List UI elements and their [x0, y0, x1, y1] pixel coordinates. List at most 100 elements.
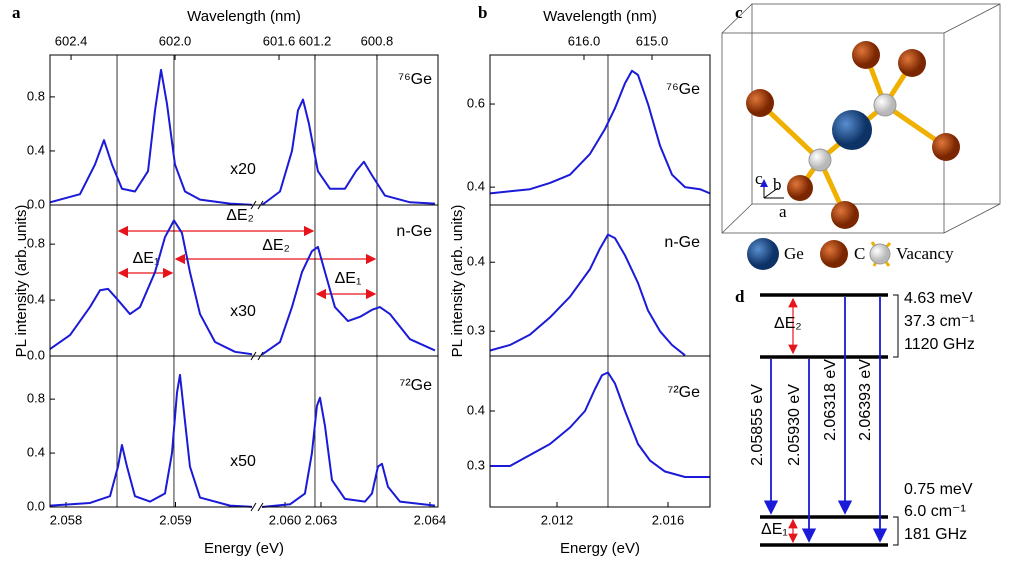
gap-value: 1120 GHz: [904, 336, 975, 353]
transition-label: 2.06393 eV: [857, 359, 874, 441]
gap-label: ΔE₂: [774, 315, 802, 332]
bracket: [893, 294, 899, 546]
label-bg: [225, 208, 255, 224]
x-axis-title: Energy (eV): [560, 540, 640, 557]
carbon-atom: [898, 49, 926, 77]
energy-arrows: [117, 225, 377, 300]
top-x-tick-label: 601.2: [299, 33, 332, 48]
vacancy: [873, 93, 897, 117]
plot-frame: [489, 204, 711, 357]
y-tick-label: 0.8: [27, 88, 45, 103]
legend-label: C: [854, 244, 865, 263]
carbon-atom: [852, 41, 880, 69]
legend-c: [820, 240, 848, 268]
spectrum-line: [261, 245, 436, 356]
annotation: ΔE₁: [335, 270, 362, 287]
vacancy: [808, 148, 832, 172]
y-axis-title: PL intensity (arb. units): [449, 205, 466, 358]
x-tick-label: 2.016: [652, 512, 685, 527]
y-tick-label: 0.6: [467, 95, 485, 110]
gap-value: 6.0 cm⁻¹: [904, 503, 966, 520]
y-tick-label: 0.4: [27, 142, 45, 157]
top-x-tick-label: 600.8: [361, 33, 394, 48]
axis-break-bg: [252, 503, 262, 511]
y-tick-label: 0.4: [27, 292, 45, 307]
y-tick-label: 0.0: [27, 498, 45, 513]
spectrum-line: [489, 69, 711, 195]
y-tick-label: 0.4: [467, 179, 485, 194]
y-tick-label: 0.4: [467, 402, 485, 417]
energy-levels: [760, 293, 888, 547]
gap-value: 0.75 meV: [904, 481, 973, 498]
annotation: ΔE₁: [133, 250, 160, 267]
plot-frame: [489, 355, 711, 508]
top-axis-title: Wavelength (nm): [187, 8, 301, 25]
germanium-atom: [832, 110, 872, 150]
gap-label: ΔE₁: [761, 521, 788, 538]
multiplier-label: x30: [230, 303, 256, 320]
legend-label: Ge: [784, 244, 804, 263]
transitions: [763, 297, 888, 543]
plot-frame: [49, 355, 439, 508]
spectrum-line: [49, 68, 256, 206]
y-tick-label: 0.0: [27, 347, 45, 362]
y-tick-label: 0.8: [27, 236, 45, 251]
transition-label: 2.05855 eV: [749, 384, 766, 466]
transition-label: 2.05930 eV: [786, 384, 803, 466]
top-x-tick-label: 615.0: [636, 33, 669, 48]
spectrum-line: [489, 233, 686, 357]
panel-label: c: [735, 3, 743, 22]
sample-label: ⁷⁶Ge: [398, 71, 432, 88]
unit-cell: [721, 3, 1001, 234]
axis-letter: b: [773, 175, 782, 194]
axis-arrow: [763, 187, 779, 199]
x-tick-label: 2.064: [414, 512, 447, 527]
sample-label: n-Ge: [396, 223, 432, 240]
legend-ge: [747, 238, 779, 270]
axis-letter: c: [755, 169, 763, 188]
plot-frame: [49, 204, 439, 357]
x-tick-label: 2.012: [541, 512, 574, 527]
multiplier-label: x20: [230, 161, 256, 178]
top-x-tick-label: 602.4: [55, 33, 88, 48]
y-axis-title: PL intensity (arb. units): [13, 205, 30, 358]
spectrum-line: [261, 98, 436, 206]
sample-label: ⁷⁶Ge: [666, 81, 700, 98]
atoms: [746, 41, 960, 229]
sample-label: ⁷²Ge: [400, 377, 433, 394]
x-tick-label: 2.063: [305, 512, 338, 527]
cell-face: [721, 32, 945, 234]
sample-label: ⁷²Ge: [668, 384, 701, 401]
panel-label: a: [12, 3, 21, 22]
cell-edge: [721, 3, 1001, 234]
gap-value: 4.63 meV: [904, 290, 973, 307]
legend-label: Vacancy: [896, 244, 954, 263]
y-tick-label: 0.0: [27, 196, 45, 211]
spectrum-line: [261, 396, 436, 508]
carbon-atom: [746, 89, 774, 117]
spectrum-line: [49, 219, 256, 356]
carbon-atom: [831, 201, 859, 229]
y-tick-label: 0.3: [467, 457, 485, 472]
multiplier-label: x50: [230, 453, 256, 470]
y-tick-label: 0.4: [27, 445, 45, 460]
spectrum-line: [490, 371, 710, 479]
cell-axes: [760, 179, 784, 199]
top-x-tick-label: 601.6: [263, 33, 296, 48]
gap-value: 181 GHz: [904, 526, 967, 543]
x-axis-title: Energy (eV): [204, 540, 284, 557]
y-tick-label: 0.8: [27, 391, 45, 406]
annotation: ΔE₂: [262, 237, 290, 254]
x-tick-label: 2.059: [159, 512, 192, 527]
panel-label: b: [478, 3, 487, 22]
carbon-atom: [787, 175, 813, 201]
top-x-tick-label: 616.0: [568, 33, 601, 48]
transition-label: 2.06318 eV: [822, 359, 839, 441]
y-tick-label: 0.4: [467, 254, 485, 269]
y-tick-label: 0.3: [467, 323, 485, 338]
plot-frame: [489, 54, 711, 206]
sample-label: n-Ge: [664, 234, 700, 251]
top-x-tick-label: 602.0: [159, 33, 192, 48]
spectrum-line: [49, 373, 256, 508]
x-tick-label: 2.060: [269, 512, 302, 527]
